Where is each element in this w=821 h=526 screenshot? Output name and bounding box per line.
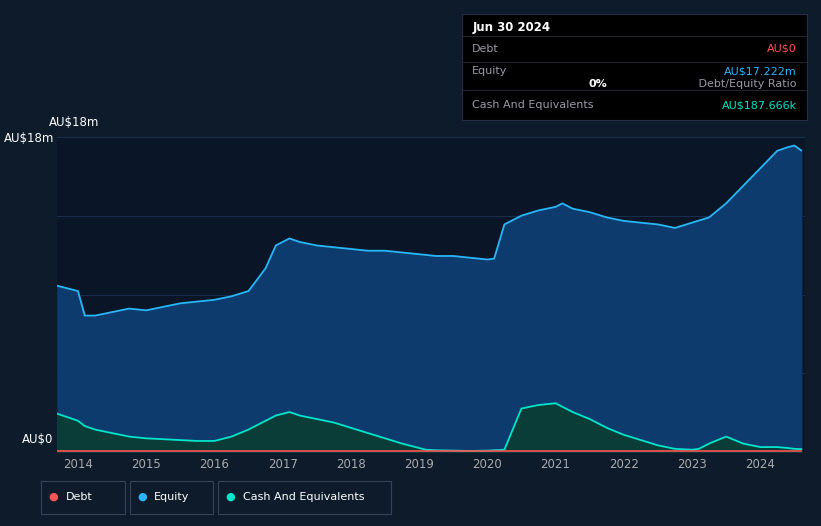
Text: AU$0: AU$0 — [767, 44, 796, 54]
FancyBboxPatch shape — [218, 481, 391, 513]
Text: Debt/Equity Ratio: Debt/Equity Ratio — [695, 79, 796, 89]
Text: Equity: Equity — [472, 66, 507, 76]
Text: ●: ● — [48, 492, 58, 502]
Text: AU$18m: AU$18m — [49, 116, 99, 129]
Text: Equity: Equity — [154, 492, 190, 502]
Text: Cash And Equivalents: Cash And Equivalents — [472, 100, 594, 110]
Text: Debt: Debt — [472, 44, 499, 54]
Text: AU$0: AU$0 — [22, 433, 53, 446]
FancyBboxPatch shape — [41, 481, 125, 513]
Text: ●: ● — [226, 492, 236, 502]
Text: 0%: 0% — [588, 79, 607, 89]
Text: Debt: Debt — [66, 492, 93, 502]
Text: AU$187.666k: AU$187.666k — [722, 100, 796, 110]
FancyBboxPatch shape — [130, 481, 213, 513]
Text: Cash And Equivalents: Cash And Equivalents — [243, 492, 365, 502]
Text: Jun 30 2024: Jun 30 2024 — [472, 21, 550, 34]
Text: AU$17.222m: AU$17.222m — [724, 66, 796, 76]
Text: ●: ● — [137, 492, 147, 502]
